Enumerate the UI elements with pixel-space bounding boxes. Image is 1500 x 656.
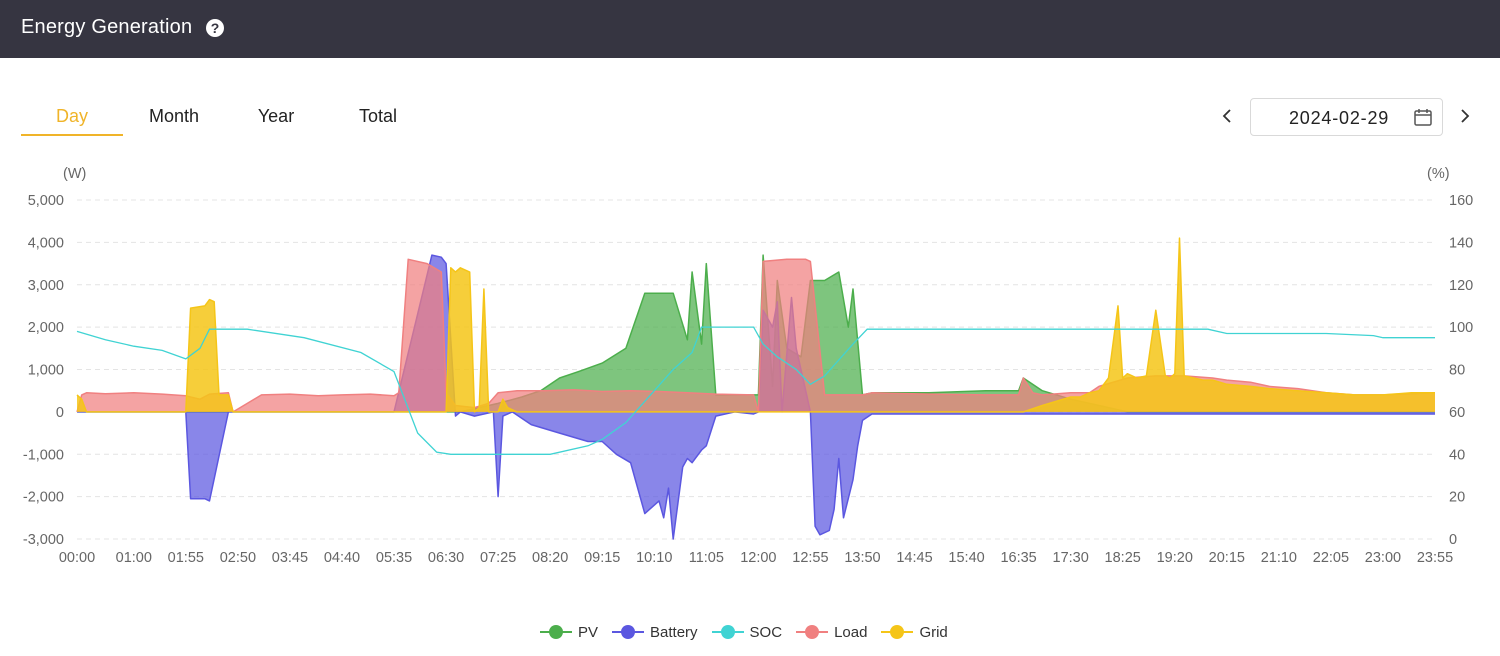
- chevron-left-icon[interactable]: [1216, 103, 1238, 129]
- legend-item-grid[interactable]: Grid: [881, 623, 948, 641]
- date-picker[interactable]: 2024-02-29: [1250, 98, 1443, 136]
- soc-line: [76, 326, 1435, 455]
- y2-tick-label: 100: [1449, 320, 1473, 336]
- legend-item-load[interactable]: Load: [796, 624, 867, 641]
- date-value: 2024-02-29: [1289, 108, 1390, 128]
- y2-tick-label: 20: [1449, 490, 1465, 506]
- y-tick-label: 3,000: [28, 278, 64, 294]
- load-area: [77, 259, 1435, 412]
- chevron-right-icon[interactable]: [1454, 103, 1476, 129]
- energy-chart: (W) (%) 5,000 4,000 3,000 2,000 1,000 0 -1,000 -2…: [0, 150, 1500, 580]
- y2-tick-label: 140: [1449, 235, 1473, 251]
- battery-line: [77, 254, 1435, 540]
- x-tick-label: 22:05: [1313, 550, 1349, 566]
- legend-label: Battery: [650, 623, 698, 641]
- calendar-icon[interactable]: [1413, 107, 1433, 127]
- y2-tick-label: 0: [1449, 532, 1457, 548]
- tab-total[interactable]: Total: [358, 106, 398, 126]
- x-tick-label: 13:50: [844, 550, 880, 566]
- header-bar: Energy Generation ?: [0, 0, 1500, 58]
- y2-tick-label: 40: [1449, 447, 1465, 463]
- x-tick-label: 03:45: [272, 550, 308, 566]
- legend-label: PV: [578, 623, 599, 641]
- legend-item-battery[interactable]: Battery: [612, 624, 698, 641]
- y-tick-label: 5,000: [28, 193, 64, 209]
- y-tick-label: 4,000: [28, 235, 64, 251]
- x-tick-label: 01:00: [116, 550, 152, 566]
- left-axis-unit: (W): [63, 166, 86, 182]
- x-tick-label: 15:40: [948, 550, 984, 566]
- y-tick-label: -1,000: [23, 447, 64, 463]
- grid-area: [77, 238, 1435, 412]
- x-tick-label: 08:20: [532, 550, 568, 566]
- legend-label: Grid: [919, 623, 948, 641]
- x-tick-label: 23:55: [1417, 550, 1453, 566]
- legend-item-soc[interactable]: SOC: [711, 623, 783, 641]
- x-tick-label: 17:30: [1053, 550, 1089, 566]
- x-tick-label: 10:10: [636, 550, 672, 566]
- tab-month[interactable]: Month: [148, 106, 200, 126]
- tab-year[interactable]: Year: [257, 106, 295, 126]
- x-tick-label: 23:00: [1365, 550, 1401, 566]
- x-tick-label: 05:35: [376, 550, 412, 566]
- legend-label: Load: [834, 623, 868, 641]
- y2-tick-label: 80: [1449, 363, 1465, 379]
- legend-swatch: [612, 625, 645, 639]
- tab-day[interactable]: Day: [21, 96, 123, 136]
- y2-tick-label: 120: [1449, 278, 1473, 294]
- y-tick-label: 0: [56, 405, 64, 421]
- x-tick-label: 20:15: [1209, 550, 1245, 566]
- x-tick-label: 19:20: [1157, 550, 1193, 566]
- x-tick-label: 09:15: [584, 550, 620, 566]
- page-title: Energy Generation: [21, 16, 193, 38]
- y2-tick-label: 60: [1449, 405, 1465, 421]
- legend-swatch: [540, 625, 572, 639]
- chart-svg: (W) (%) 5,000 4,000 3,000 2,000 1,000 0 -1,000 -2…: [23, 166, 1473, 566]
- x-tick-label: 14:45: [896, 550, 932, 566]
- x-tick-label: 18:25: [1105, 550, 1141, 566]
- y-tick-label: -3,000: [23, 532, 64, 548]
- y-tick-label: 2,000: [28, 320, 64, 336]
- y-tick-label: 1,000: [28, 363, 64, 379]
- legend-item-pv[interactable]: PV: [540, 624, 598, 641]
- x-tick-label: 12:55: [792, 550, 828, 566]
- x-tick-label: 16:35: [1000, 550, 1036, 566]
- y-tick-label: -2,000: [23, 490, 64, 506]
- x-tick-label: 02:50: [220, 550, 256, 566]
- x-tick-label: 04:40: [324, 550, 360, 566]
- x-tick-label: 21:10: [1261, 550, 1297, 566]
- grid-line: [76, 237, 1435, 413]
- x-tick-label: 06:30: [428, 550, 464, 566]
- x-tick-label: 07:25: [480, 550, 516, 566]
- x-tick-label: 12:00: [740, 550, 776, 566]
- legend-label: SOC: [749, 623, 783, 641]
- y2-tick-label: 160: [1449, 193, 1473, 209]
- legend-swatch: [796, 625, 829, 639]
- x-tick-label: 01:55: [168, 550, 204, 566]
- x-tick-label: 11:05: [689, 550, 724, 566]
- legend-swatch: [711, 625, 744, 639]
- legend-swatch: [881, 625, 914, 639]
- x-tick-label: 00:00: [59, 550, 95, 566]
- chart-legend: PV Battery SOC Load Grid: [540, 620, 962, 644]
- help-circle-icon[interactable]: ?: [206, 19, 224, 37]
- right-axis-unit: (%): [1427, 166, 1450, 182]
